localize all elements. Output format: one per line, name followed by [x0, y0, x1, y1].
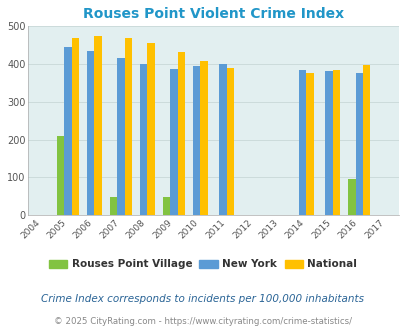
- Bar: [347, 179, 355, 215]
- Bar: [355, 73, 362, 215]
- Bar: [306, 73, 313, 215]
- Title: Rouses Point Violent Crime Index: Rouses Point Violent Crime Index: [83, 7, 343, 21]
- Bar: [124, 38, 132, 215]
- Bar: [226, 68, 234, 215]
- Bar: [200, 61, 207, 215]
- Text: © 2025 CityRating.com - https://www.cityrating.com/crime-statistics/: © 2025 CityRating.com - https://www.city…: [54, 317, 351, 326]
- Bar: [162, 197, 170, 215]
- Bar: [219, 64, 226, 215]
- Bar: [147, 43, 154, 215]
- Bar: [117, 58, 124, 215]
- Bar: [332, 70, 339, 215]
- Text: Crime Index corresponds to incidents per 100,000 inhabitants: Crime Index corresponds to incidents per…: [41, 294, 364, 304]
- Bar: [298, 71, 306, 215]
- Legend: Rouses Point Village, New York, National: Rouses Point Village, New York, National: [45, 255, 360, 274]
- Bar: [192, 66, 200, 215]
- Bar: [362, 65, 369, 215]
- Bar: [170, 69, 177, 215]
- Bar: [64, 47, 72, 215]
- Bar: [72, 38, 79, 215]
- Bar: [87, 51, 94, 215]
- Bar: [177, 52, 185, 215]
- Bar: [57, 136, 64, 215]
- Bar: [325, 71, 332, 215]
- Bar: [94, 36, 102, 215]
- Bar: [109, 197, 117, 215]
- Bar: [140, 64, 147, 215]
